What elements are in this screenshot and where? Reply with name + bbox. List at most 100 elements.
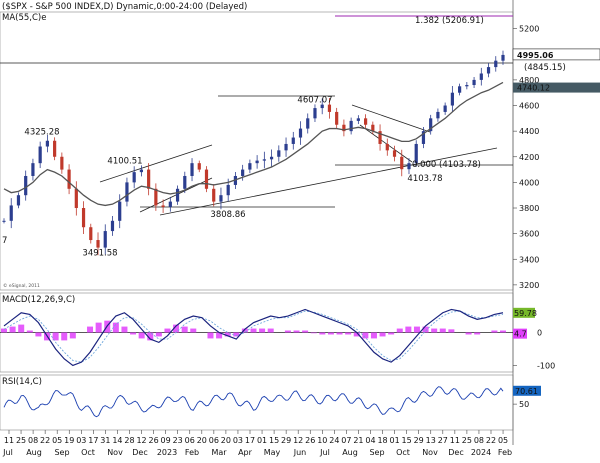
macd-histogram-bar [319,332,326,335]
macd-histogram-bar [302,330,309,333]
macd-histogram-bar [259,328,266,333]
x-tick-label: 26 [305,436,315,445]
price-annotation: 4100.51 [107,157,142,167]
month-label: Dec [448,448,463,457]
price-annotation: 3808.86 [210,210,245,220]
price-candle-body [313,108,317,119]
price-candle-body [125,182,129,202]
macd-histogram-bar [233,332,240,337]
macd-histogram-bar [164,328,171,333]
month-label: Feb [498,448,512,457]
macd-histogram-bar [500,330,506,333]
macd-histogram-bar [465,332,472,335]
macd-histogram-bar [327,332,334,335]
month-label: Jun [293,448,307,457]
hist-last-value: 4.7 [514,330,527,339]
price-candle-body [89,227,93,241]
price-candle-body [190,163,194,176]
month-label: Sep [369,448,384,457]
x-tick-label: 13 [426,436,436,445]
x-tick-label: 01 [257,436,267,445]
price-candle-body [320,104,324,109]
price-candle-body [363,118,368,125]
hist-last-tag [513,328,527,339]
macd-histogram-bar [310,332,317,334]
month-label: May [264,448,281,457]
macd-histogram-bar [448,329,455,333]
last-price-tag [512,48,600,61]
x-tick-label: 15 [402,436,412,445]
x-tick-label: 11 [450,436,460,445]
price-candle-body [486,67,491,74]
price-annotation: 1.382 (5206.91) [415,16,484,26]
macd-histogram-bar [147,332,154,341]
rsi-title: RSI(14,C) [2,377,42,387]
macd-histogram-bar [370,332,377,339]
price-candle-body [204,169,209,189]
price-candle-body [175,188,180,202]
price-candle-body [262,159,266,161]
price-candle-body [421,131,426,144]
macd-line [3,308,504,367]
price-panel-frame [0,11,514,291]
price-candle-body [161,205,165,207]
macd-histogram-bar [379,332,386,337]
ma-last-tag [513,82,600,93]
macd-title: MACD(12,26,9,C) [2,295,75,305]
rsi-last-tag [513,385,541,396]
x-tick-label: 06 [185,436,195,445]
x-tick-label: 25 [462,436,472,445]
price-candle-body [45,140,49,147]
macd-histogram-bar [405,326,412,333]
macd-histogram-bar [121,326,128,333]
price-candle-body [392,150,397,157]
price-candle-body [407,163,411,170]
chart-credit: © eSignal, 2011 [3,282,40,289]
x-tick-label: 10 [317,436,327,445]
macd-tick-label: 0 [537,329,542,338]
long-trendline [159,147,498,216]
wedge-upper [351,104,431,133]
macd-histogram-bar [130,332,137,335]
macd-last-value: 59.78 [514,309,537,318]
price-candle-body [335,111,339,125]
left-cut-label: 7 [2,236,7,246]
macd-histogram-bar [112,322,119,333]
month-label: Aug [26,448,42,457]
price-candle-body [479,73,483,80]
price-candle-body [31,163,35,176]
macd-histogram-bar [250,328,257,333]
x-tick-label: 19 [64,436,74,445]
x-tick-label: 11 [4,436,14,445]
price-candle-body [465,85,469,87]
macd-histogram-bar [241,328,248,333]
price-annotation: (4845.15) [524,63,566,73]
macd-histogram-bar [388,332,395,335]
x-tick-label: 21 [353,436,363,445]
price-candle-body [429,118,433,132]
price-candle-body [443,105,447,112]
channel-upper [99,144,213,183]
x-tick-label: 06 [209,436,219,445]
price-candle-body [9,205,13,221]
rsi-panel-frame [0,374,514,431]
price-candle-body [342,124,346,132]
macd-histogram-bar [439,328,446,333]
price-candle-body [378,131,382,144]
price-candle-body [103,231,107,248]
x-tick-label: 23 [173,436,183,445]
price-annotation: 4325.28 [24,128,59,138]
macd-histogram-bar [413,326,420,333]
price-tick-label: 4200 [519,153,539,162]
price-candle-body [306,118,310,129]
rsi-line [3,386,504,418]
x-tick-label: 08 [28,436,38,445]
price-candle-body [356,118,360,121]
macd-histogram-bar [267,328,274,333]
macd-tick-label: -100 [537,361,555,370]
month-label: Dec [132,448,147,457]
price-candle-body [277,150,281,157]
price-candle-body [168,201,172,207]
price-tick-label: 4800 [519,76,539,85]
